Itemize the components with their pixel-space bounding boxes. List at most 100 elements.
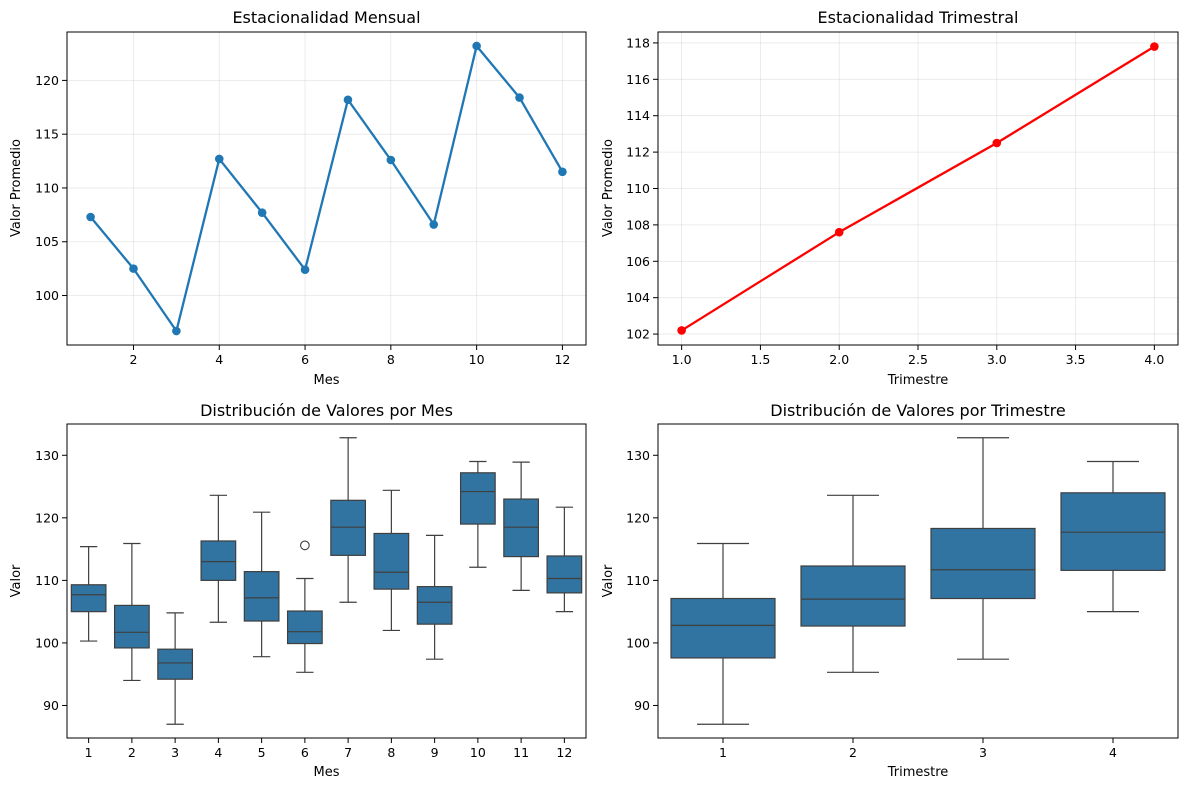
box-10	[459, 460, 496, 568]
y-tick-label: 104	[626, 290, 650, 305]
box-iqr	[373, 532, 410, 590]
box-iqr	[330, 499, 367, 556]
data-point	[257, 208, 267, 218]
y-axis-ticks: 102 104 106 108 110 112 114 116 118	[626, 35, 658, 342]
box-7	[330, 437, 367, 603]
x-axis-ticks: 2 4 6 8 10 12	[130, 345, 570, 367]
y-tick-label: 120	[626, 510, 650, 525]
box-iqr	[157, 648, 194, 680]
y-tick-label: 108	[626, 217, 650, 232]
box-6	[286, 540, 323, 673]
x-tick-label: 7	[344, 745, 352, 760]
box-iqr	[930, 527, 1036, 600]
x-tick-label: 2.5	[908, 352, 928, 367]
box-iqr	[113, 604, 150, 649]
box-1	[670, 542, 776, 725]
data-point	[834, 227, 844, 237]
box-iqr	[800, 565, 906, 627]
y-tick-label: 114	[626, 108, 650, 123]
y-tick-label: 110	[35, 573, 59, 588]
x-tick-label: 10	[470, 745, 486, 760]
axes-frame	[657, 423, 1179, 739]
x-tick-label: 6	[301, 745, 309, 760]
box-9	[416, 534, 453, 660]
grid	[67, 32, 586, 345]
x-tick-label: 1	[719, 745, 727, 760]
x-tick-label: 8	[387, 352, 395, 367]
panel-monthly-seasonality-plot: 2 4 6 8 10 12 100 105 110 115 120	[35, 31, 587, 367]
y-tick-label: 112	[626, 145, 650, 160]
data-point	[386, 155, 396, 165]
y-tick-label: 120	[35, 73, 59, 88]
x-tick-label: 1	[85, 745, 93, 760]
y-tick-label: 100	[626, 635, 650, 650]
box-iqr	[459, 472, 496, 525]
box-2	[113, 542, 150, 682]
x-tick-label: 10	[469, 352, 485, 367]
y-tick-label: 130	[35, 448, 59, 463]
y-axis-label: Valor Promedio	[9, 139, 24, 237]
box-4	[200, 494, 237, 623]
y-axis-ticks: 100 105 110 115 120	[35, 73, 67, 303]
y-tick-label: 105	[35, 234, 59, 249]
x-tick-label: 2	[128, 745, 136, 760]
x-tick-label: 4	[215, 352, 223, 367]
panel-monthly-distribution: Distribución de Valores por Mes Mes Valo…	[9, 401, 453, 780]
data-point	[515, 93, 524, 102]
x-tick-label: 6	[301, 352, 309, 367]
x-tick-label: 4	[1109, 745, 1117, 760]
y-tick-label: 100	[35, 635, 59, 650]
box-iqr	[1060, 492, 1166, 571]
x-tick-label: 12	[554, 352, 570, 367]
x-tick-label: 9	[431, 745, 439, 760]
panel-quarterly-seasonality-plot: 1.0 1.5 2.0 2.5 3.0 3.5 4.01021041061081101121…	[626, 31, 1179, 367]
x-tick-label: 3.0	[987, 352, 1007, 367]
data-point	[129, 264, 138, 273]
box-3	[157, 612, 194, 725]
box-iqr	[286, 610, 323, 645]
y-tick-label: 110	[35, 180, 59, 195]
panel-quarterly-distribution-plot: 1 2 3 4 90 100 110 120 130	[626, 423, 1179, 760]
chart-title: Estacionalidad Mensual	[232, 8, 420, 27]
y-tick-label: 100	[35, 288, 59, 303]
box-5	[243, 511, 280, 658]
data-point	[677, 326, 686, 335]
x-tick-label: 2	[849, 745, 857, 760]
series-line	[89, 44, 564, 333]
panel-quarterly-seasonality: Estacionalidad Trimestral Trimestre Valo…	[601, 8, 1018, 388]
axes-frame	[66, 31, 587, 346]
data-point	[86, 212, 95, 222]
box-iqr	[416, 586, 453, 625]
x-axis-ticks: 1 2 3 4 5 6 7 8 9 10 11 12	[85, 738, 572, 760]
panel-quarterly-distribution: Distribución de Valores por Trimestre Tr…	[601, 401, 1066, 780]
box-8	[373, 489, 410, 632]
x-tick-label: 12	[556, 745, 572, 760]
data-point	[172, 326, 181, 336]
y-tick-label: 110	[626, 181, 650, 196]
data-point	[214, 154, 224, 164]
data-point	[558, 167, 567, 177]
chart-title: Distribución de Valores por Trimestre	[770, 401, 1065, 420]
box-iqr	[546, 555, 583, 594]
x-axis-label: Mes	[314, 765, 340, 780]
x-tick-label: 5	[258, 745, 266, 760]
x-axis-label: Trimestre	[887, 765, 949, 780]
data-point	[1150, 42, 1159, 51]
x-tick-label: 3	[979, 745, 987, 760]
box-iqr	[243, 571, 280, 622]
data-point	[472, 41, 481, 51]
series-line	[681, 45, 1155, 332]
chart-title: Distribución de Valores por Mes	[200, 401, 453, 420]
y-axis-label: Valor Promedio	[601, 139, 616, 237]
y-axis-label: Valor	[601, 564, 616, 597]
box-4	[1060, 460, 1166, 613]
x-axis-label: Mes	[314, 373, 340, 388]
x-axis-ticks: 1 2 3 4	[719, 738, 1117, 760]
y-axis-label: Valor	[9, 564, 24, 597]
y-tick-label: 90	[634, 698, 650, 713]
box-iqr	[200, 540, 237, 581]
y-tick-label: 116	[626, 72, 650, 87]
x-tick-label: 8	[387, 745, 395, 760]
